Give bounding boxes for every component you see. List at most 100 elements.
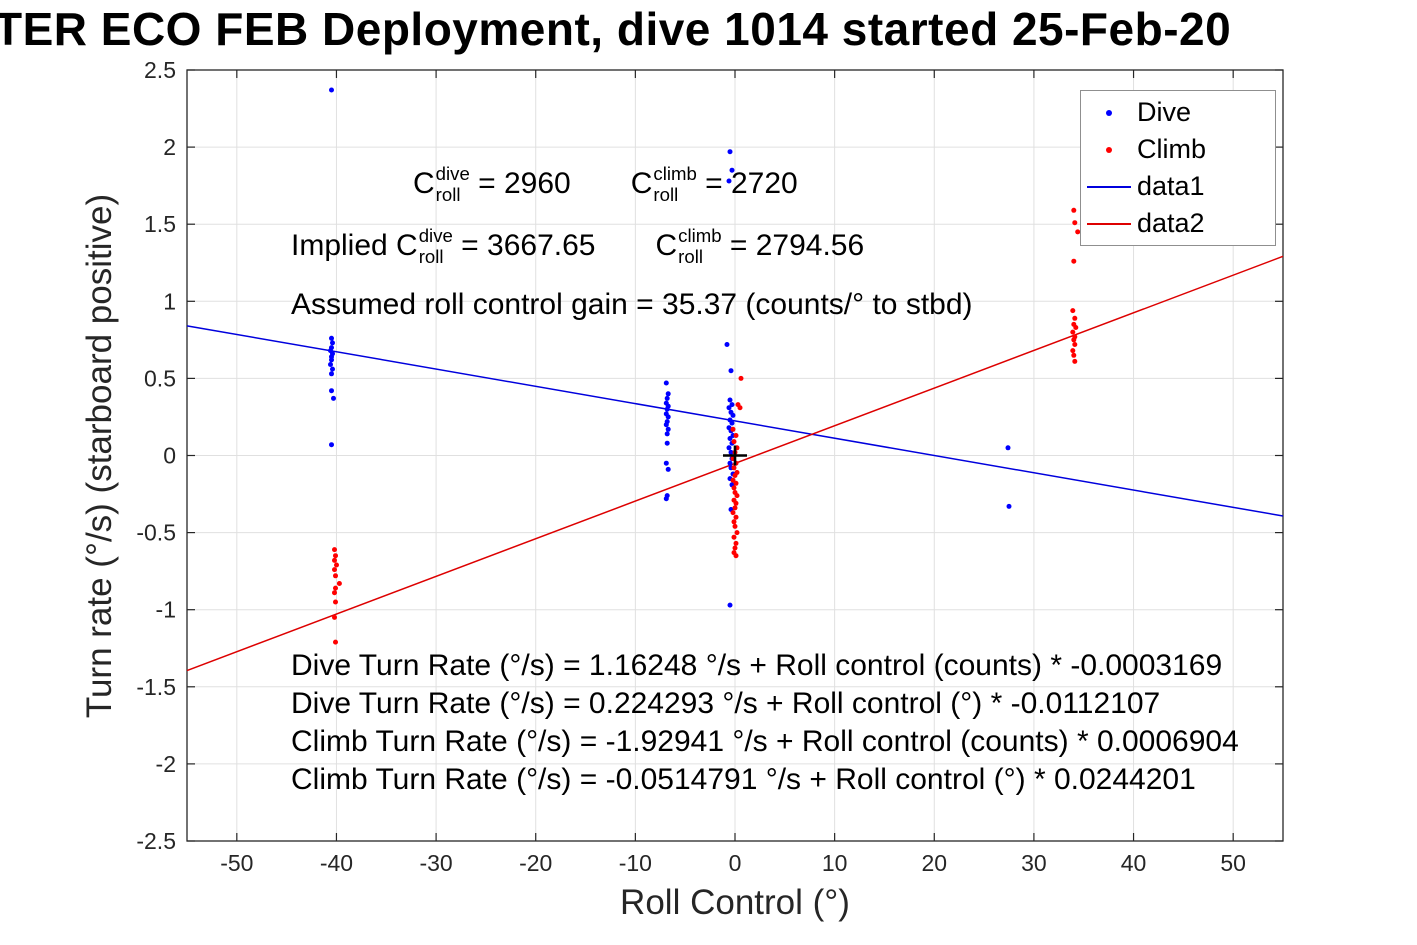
x-tick-label: -30: [419, 850, 452, 876]
point-dive: [730, 412, 736, 418]
point-climb: [730, 477, 736, 483]
point-climb: [732, 505, 738, 511]
point-dive: [665, 391, 671, 397]
point-dive: [330, 340, 335, 346]
point-climb: [731, 465, 737, 471]
legend: Dive Climb data1 data2: [1080, 90, 1276, 246]
legend-entry-climb: Climb: [1081, 134, 1275, 165]
point-climb: [731, 439, 737, 445]
point-climb: [732, 545, 738, 551]
fit-equations: Dive Turn Rate (°/s) = 1.16248 °/s + Rol…: [291, 647, 1239, 799]
c-superscript: climb: [653, 163, 697, 185]
y-tick-label: -2: [156, 751, 176, 777]
y-tick-label: 2.5: [144, 57, 176, 83]
point-climb: [332, 547, 337, 553]
point-climb: [332, 590, 337, 596]
point-dive: [665, 466, 671, 472]
point-dive: [329, 357, 334, 363]
point-climb: [1072, 315, 1078, 321]
point-dive: [729, 402, 735, 408]
point-climb: [332, 567, 337, 573]
point-climb: [732, 473, 738, 478]
point-climb: [738, 375, 744, 381]
y-tick-label: -2.5: [136, 828, 176, 854]
point-climb: [1072, 358, 1078, 364]
point-dive: [727, 397, 733, 403]
point-climb: [733, 553, 739, 559]
point-dive: [665, 426, 671, 432]
x-tick-label: -40: [320, 850, 353, 876]
point-dive: [1005, 445, 1011, 451]
point-climb: [733, 500, 739, 506]
point-climb: [333, 585, 338, 591]
y-tick-label: -1: [156, 597, 176, 623]
point-climb: [332, 557, 337, 563]
x-tick-label: 50: [1220, 850, 1246, 876]
point-climb: [333, 639, 338, 645]
x-tick-label: 20: [921, 850, 947, 876]
point-dive: [664, 431, 670, 437]
point-dive: [664, 395, 670, 401]
point-dive: [724, 342, 730, 347]
y-tick-label: 1: [163, 288, 176, 314]
point-climb: [731, 485, 737, 491]
point-climb: [336, 581, 342, 586]
point-dive: [726, 445, 732, 451]
point-dive: [729, 420, 735, 426]
dive-dot-marker-icon: [1081, 110, 1137, 116]
y-tick-label: -0.5: [136, 520, 176, 546]
point-climb: [734, 530, 740, 536]
point-climb: [1072, 342, 1078, 347]
point-climb: [733, 514, 739, 520]
point-dive: [727, 436, 733, 441]
y-tick-label: -1.5: [136, 674, 176, 700]
c-superscript: dive: [435, 163, 470, 185]
point-dive: [727, 149, 733, 155]
point-climb: [332, 614, 337, 620]
point-climb: [1073, 325, 1079, 330]
fit-equation-climb-degrees: Climb Turn Rate (°/s) = -0.0514791 °/s +…: [291, 763, 1196, 796]
c-scripts: dive roll: [435, 163, 470, 206]
c-value: = 2960: [469, 167, 571, 200]
point-dive: [663, 460, 669, 466]
y-tick-label: 0.5: [144, 365, 176, 391]
point-climb: [1075, 229, 1081, 235]
legend-entry-data2: data2: [1081, 208, 1275, 239]
point-dive: [664, 406, 670, 412]
point-climb: [734, 493, 740, 499]
x-tick-label: -20: [519, 850, 552, 876]
x-tick-label: 10: [822, 850, 848, 876]
c-base: C: [630, 167, 653, 200]
x-tick-label: 30: [1021, 850, 1047, 876]
annotation-roll-gain: Assumed roll control gain = 35.37 (count…: [291, 288, 973, 321]
c-base: C: [413, 167, 435, 200]
point-climb: [1072, 220, 1078, 226]
data1-line-marker-icon: [1081, 186, 1137, 188]
point-dive: [329, 442, 334, 448]
point-dive: [727, 602, 733, 608]
point-climb: [1071, 352, 1077, 358]
legend-label: data1: [1137, 171, 1205, 201]
fit-line-data1: [186, 325, 1284, 517]
figure-title: TER ECO FEB Deployment, dive 1014 starte…: [0, 3, 1232, 55]
fit-equation-dive-counts: Dive Turn Rate (°/s) = 1.16248 °/s + Rol…: [291, 649, 1223, 682]
point-dive: [663, 422, 669, 428]
point-dive: [728, 368, 734, 374]
c-base: C: [655, 229, 678, 262]
point-dive: [330, 366, 335, 372]
point-dive: [663, 496, 669, 502]
c-subscript: roll: [418, 246, 444, 268]
point-dive: [329, 388, 334, 394]
point-climb: [731, 519, 737, 525]
point-climb: [334, 562, 339, 568]
point-climb: [732, 523, 738, 529]
c-superscript: climb: [678, 225, 722, 247]
point-climb: [733, 480, 739, 486]
legend-entry-data1: data1: [1081, 171, 1275, 202]
point-dive: [729, 167, 735, 173]
